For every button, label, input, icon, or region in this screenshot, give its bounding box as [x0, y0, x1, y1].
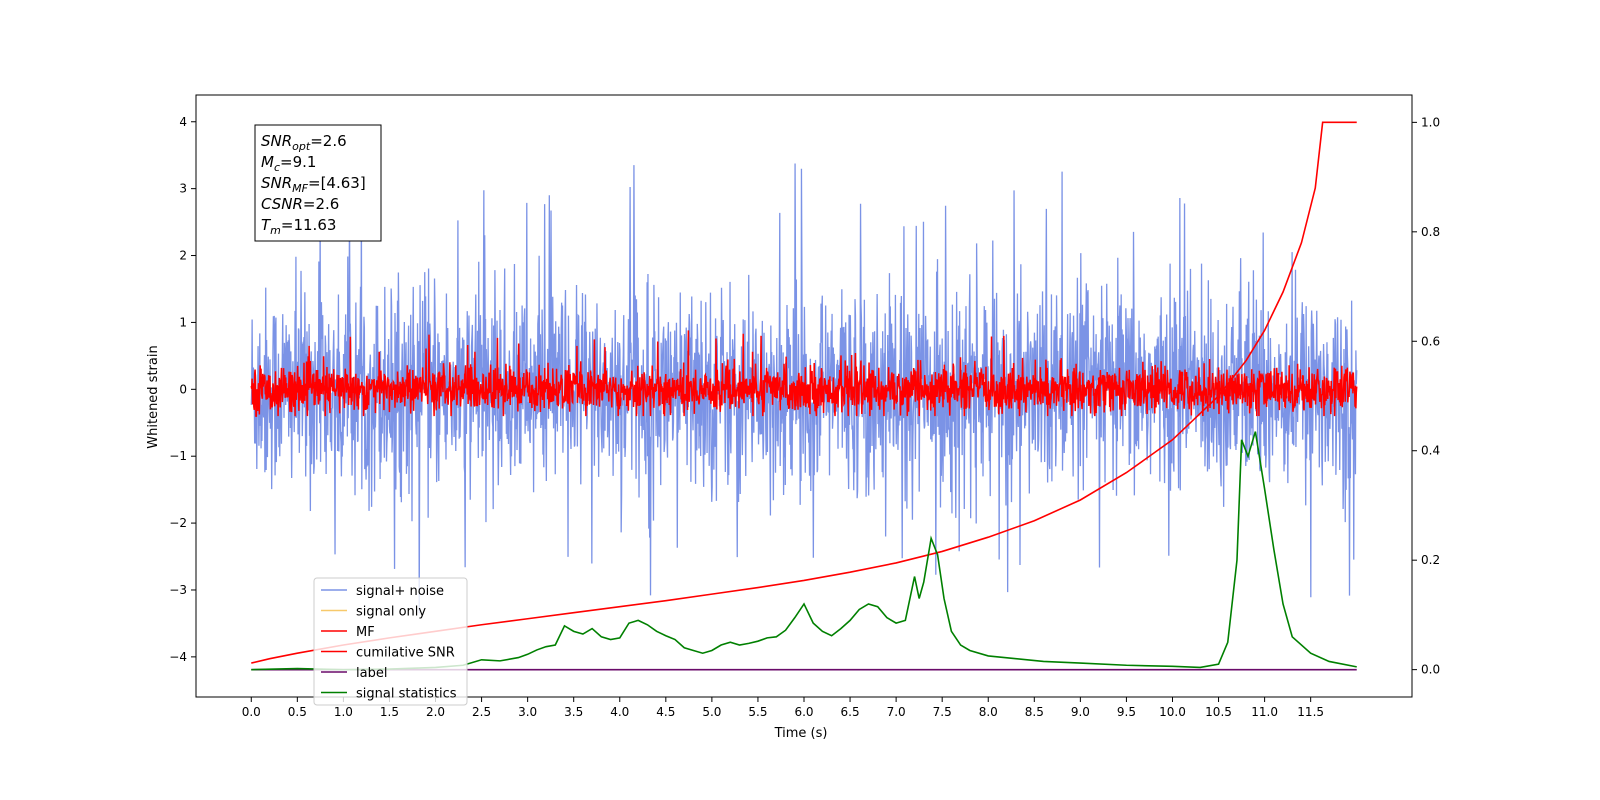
annotation-line: Mc=9.1 — [261, 153, 316, 174]
y-axis-label: Whitened strain — [146, 345, 161, 448]
y2-tick-label: 0.0 — [1421, 663, 1440, 677]
x-tick-label: 5.0 — [702, 705, 721, 719]
y-tick-label: −3 — [169, 583, 187, 597]
annotation-line: Tm=11.63 — [261, 216, 336, 237]
y-axis-ticks: 4 3 2 1 0 −1 −2 −3 −4 — [169, 115, 196, 664]
x-tick-label: 11.5 — [1297, 705, 1324, 719]
x-tick-label: 11.0 — [1251, 705, 1278, 719]
y-tick-label: −4 — [169, 650, 187, 664]
x-tick-label: 8.0 — [979, 705, 998, 719]
x-tick-label: 4.0 — [610, 705, 629, 719]
x-tick-label: 9.5 — [1117, 705, 1136, 719]
annotation-frame — [254, 124, 382, 242]
x-tick-label: 8.5 — [1025, 705, 1044, 719]
y-tick-label: 2 — [179, 249, 187, 263]
x-tick-label: 3.5 — [564, 705, 583, 719]
x-tick-label: 6.5 — [841, 705, 860, 719]
y-tick-label: −2 — [169, 516, 187, 530]
y2-tick-label: 0.6 — [1421, 334, 1440, 348]
legend-label: signal statistics — [356, 687, 457, 702]
legend-label: signal only — [356, 605, 426, 620]
x-tick-label: 9.0 — [1071, 705, 1090, 719]
annotation-line: CSNR=2.6 — [261, 195, 339, 213]
x-tick-label: 0.5 — [288, 705, 307, 719]
legend: signal+ noise signal only MF cumilative SNR… — [313, 577, 468, 706]
x-axis-ticks: 0.0 0.5 1.0 1.5 2.0 2.5 3.0 3.5 4.0 4.5 5.0 5.5 6.0 6… — [242, 697, 1324, 719]
y-tick-label: 1 — [179, 315, 187, 329]
x-tick-label: 7.5 — [933, 705, 952, 719]
y-tick-label: 4 — [179, 115, 187, 129]
x-tick-label: 1.0 — [334, 705, 353, 719]
y2-axis-ticks: 1.0 0.8 0.6 0.4 0.2 0.0 — [1412, 115, 1440, 677]
x-tick-label: 2.5 — [472, 705, 491, 719]
x-axis-label: Time (s) — [774, 726, 828, 741]
series-mf — [250, 330, 1358, 417]
x-tick-label: 6.0 — [794, 705, 813, 719]
y-tick-label: 0 — [179, 382, 187, 396]
y-tick-label: −1 — [169, 449, 187, 463]
y2-tick-label: 1.0 — [1421, 115, 1440, 129]
series-signal-statistics — [251, 431, 1357, 671]
legend-label: cumilative SNR — [356, 646, 455, 661]
x-tick-label: 10.5 — [1205, 705, 1232, 719]
y2-tick-label: 0.2 — [1421, 553, 1440, 567]
x-tick-label: 1.5 — [380, 705, 399, 719]
x-tick-label: 0.0 — [242, 705, 261, 719]
legend-label: label — [356, 666, 387, 681]
x-tick-label: 2.0 — [426, 705, 445, 719]
y2-tick-label: 0.4 — [1421, 444, 1440, 458]
x-tick-label: 4.5 — [656, 705, 675, 719]
legend-label: signal+ noise — [356, 584, 444, 599]
x-tick-label: 10.0 — [1159, 705, 1186, 719]
x-tick-label: 5.5 — [748, 705, 767, 719]
annotation-line: SNRMF=[4.63] — [261, 174, 366, 195]
y-tick-label: 3 — [179, 182, 187, 196]
x-tick-label: 7.0 — [887, 705, 906, 719]
legend-label: MF — [356, 625, 375, 640]
legend-frame — [313, 577, 468, 706]
y2-tick-label: 0.8 — [1421, 225, 1440, 239]
annotation-line: SNRopt=2.6 — [261, 132, 347, 153]
x-tick-label: 3.0 — [518, 705, 537, 719]
